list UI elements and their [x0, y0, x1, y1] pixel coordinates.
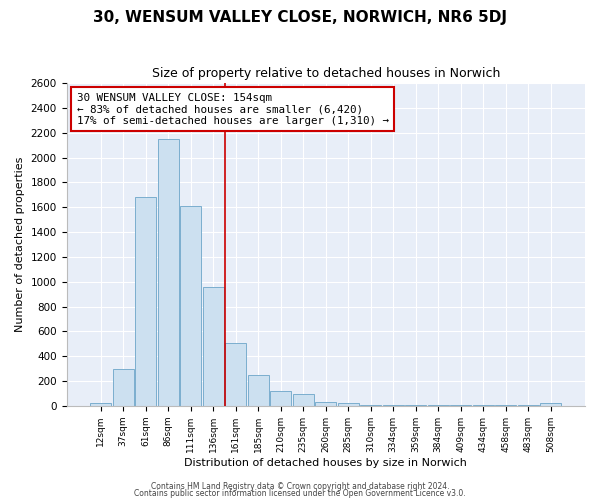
Text: 30 WENSUM VALLEY CLOSE: 154sqm
← 83% of detached houses are smaller (6,420)
17% : 30 WENSUM VALLEY CLOSE: 154sqm ← 83% of …	[77, 92, 389, 126]
Bar	[248, 376, 269, 406]
Text: 30, WENSUM VALLEY CLOSE, NORWICH, NR6 5DJ: 30, WENSUM VALLEY CLOSE, NORWICH, NR6 5D…	[93, 10, 507, 25]
Bar	[540, 404, 562, 406]
Bar	[203, 286, 224, 406]
Bar	[158, 139, 179, 406]
Bar	[315, 402, 337, 406]
Bar	[473, 405, 494, 406]
Bar	[225, 342, 247, 406]
Bar	[428, 405, 449, 406]
Bar	[135, 198, 157, 406]
Title: Size of property relative to detached houses in Norwich: Size of property relative to detached ho…	[152, 68, 500, 80]
Bar	[338, 404, 359, 406]
Bar	[495, 405, 517, 406]
X-axis label: Distribution of detached houses by size in Norwich: Distribution of detached houses by size …	[184, 458, 467, 468]
Text: Contains HM Land Registry data © Crown copyright and database right 2024.: Contains HM Land Registry data © Crown c…	[151, 482, 449, 491]
Bar	[90, 404, 112, 406]
Bar	[270, 391, 292, 406]
Bar	[360, 404, 382, 406]
Bar	[518, 405, 539, 406]
Bar	[450, 405, 472, 406]
Text: Contains public sector information licensed under the Open Government Licence v3: Contains public sector information licen…	[134, 489, 466, 498]
Bar	[293, 394, 314, 406]
Y-axis label: Number of detached properties: Number of detached properties	[15, 157, 25, 332]
Bar	[405, 405, 427, 406]
Bar	[180, 206, 202, 406]
Bar	[383, 405, 404, 406]
Bar	[113, 368, 134, 406]
